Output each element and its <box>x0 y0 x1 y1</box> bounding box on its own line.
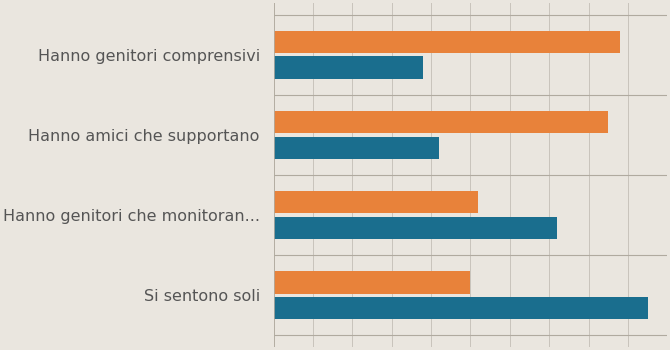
Bar <box>273 56 423 79</box>
Bar <box>273 217 557 239</box>
Bar <box>273 136 439 159</box>
Bar <box>273 271 470 294</box>
Bar <box>273 111 608 133</box>
Bar <box>273 191 478 214</box>
Bar <box>273 31 620 53</box>
Bar <box>273 297 647 319</box>
